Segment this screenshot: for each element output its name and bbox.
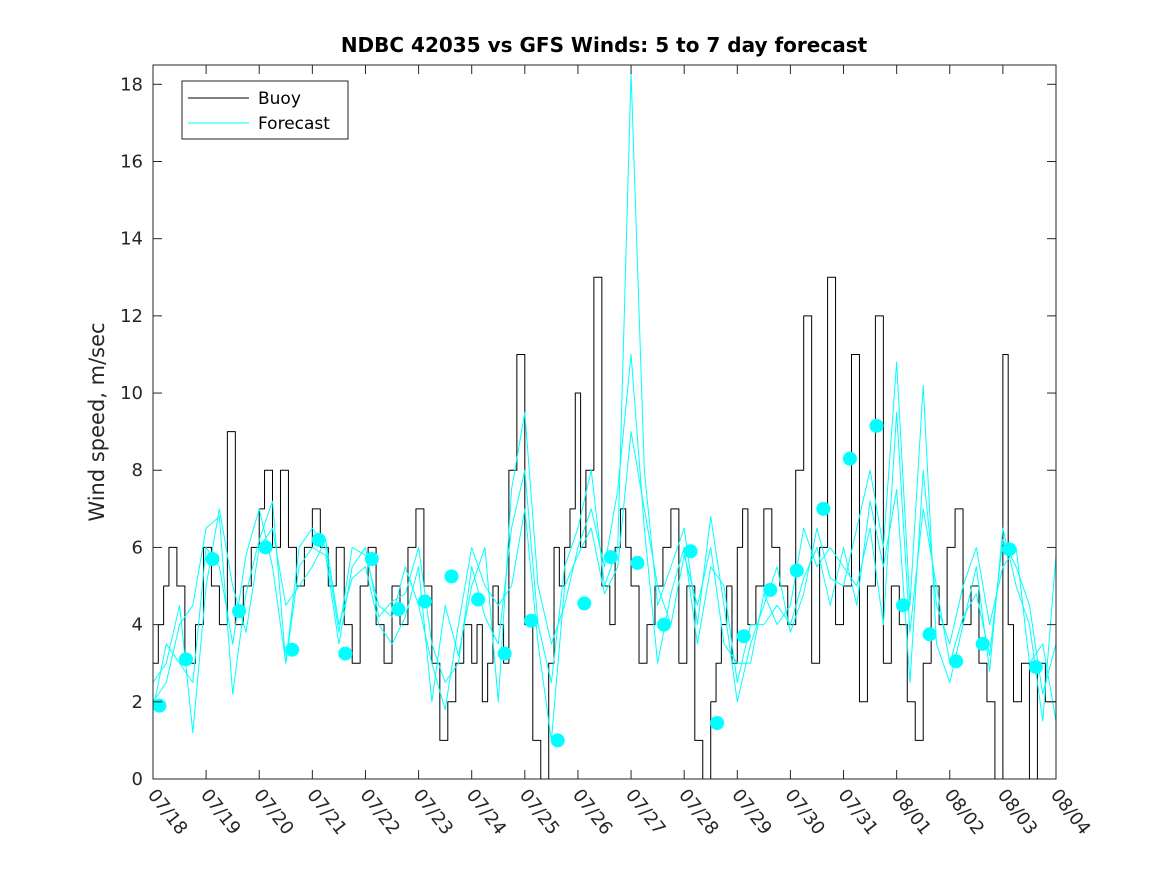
forecast-marker — [364, 552, 379, 567]
y-tick-label: 16 — [120, 151, 143, 172]
forecast-marker — [603, 550, 618, 565]
y-tick-label: 14 — [120, 229, 143, 250]
forecast-marker — [683, 544, 698, 559]
legend-label-buoy: Buoy — [258, 89, 301, 109]
forecast-marker — [896, 598, 911, 613]
forecast-marker — [1028, 660, 1043, 675]
forecast-marker — [842, 451, 857, 466]
forecast-marker — [710, 716, 725, 731]
legend: Buoy Forecast — [181, 80, 349, 140]
forecast-marker — [816, 501, 831, 516]
forecast-marker — [391, 602, 406, 617]
y-tick-label: 12 — [120, 306, 143, 327]
forecast-marker — [444, 569, 459, 584]
forecast-marker — [417, 594, 432, 609]
forecast-marker — [285, 642, 300, 657]
y-tick-label: 10 — [120, 383, 143, 404]
series-line-forecast-3 — [153, 411, 1056, 741]
forecast-marker — [577, 596, 592, 611]
y-axis-label: Wind speed, m/sec — [85, 322, 109, 521]
y-tick-label: 8 — [132, 460, 143, 481]
forecast-marker — [763, 582, 778, 597]
series-line-forecast-2 — [153, 353, 1056, 734]
series-layer — [153, 72, 1056, 779]
marker-layer — [153, 418, 1043, 748]
y-tick-label: 2 — [132, 692, 143, 713]
forecast-marker — [232, 604, 247, 619]
y-tick-label: 18 — [120, 74, 143, 95]
plot-frame — [152, 64, 1057, 780]
forecast-marker — [258, 540, 273, 555]
y-tick-label: 0 — [132, 769, 143, 790]
forecast-marker — [497, 646, 512, 661]
forecast-marker — [550, 733, 565, 748]
forecast-marker — [153, 698, 167, 713]
chart-title: NDBC 42035 vs GFS Winds: 5 to 7 day fore… — [341, 33, 868, 57]
legend-label-forecast: Forecast — [258, 114, 330, 134]
y-tick-label: 4 — [132, 615, 143, 636]
forecast-marker — [656, 617, 671, 632]
forecast-marker — [1002, 542, 1017, 557]
forecast-marker — [949, 654, 964, 669]
forecast-marker — [524, 613, 539, 628]
forecast-marker — [205, 552, 220, 567]
forecast-marker — [869, 418, 884, 433]
forecast-marker — [736, 629, 751, 644]
forecast-marker — [630, 555, 645, 570]
forecast-marker — [311, 532, 326, 547]
forecast-marker — [338, 646, 353, 661]
legend-box — [181, 80, 349, 140]
forecast-marker — [789, 563, 804, 578]
forecast-marker — [178, 652, 193, 667]
forecast-marker — [471, 592, 486, 607]
forecast-marker — [975, 636, 990, 651]
series-line-forecast-1 — [153, 72, 1056, 722]
forecast-marker — [922, 627, 937, 642]
y-tick-label: 6 — [132, 537, 143, 558]
